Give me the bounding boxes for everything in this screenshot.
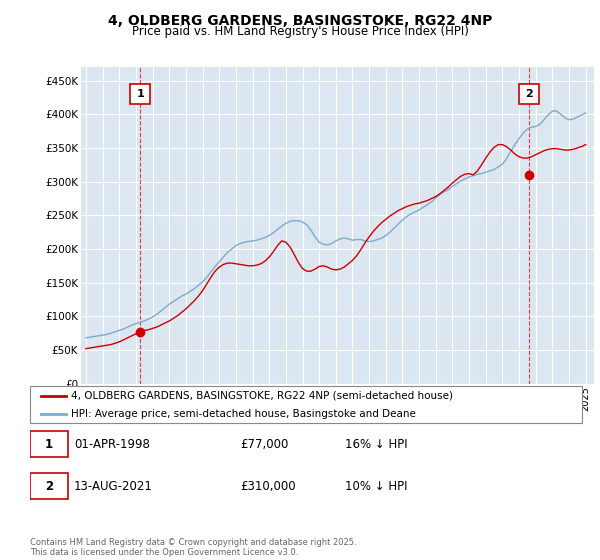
Text: 1: 1 xyxy=(136,89,144,99)
Text: 2: 2 xyxy=(45,479,53,493)
Text: £310,000: £310,000 xyxy=(240,479,295,493)
FancyBboxPatch shape xyxy=(30,431,68,457)
Text: 13-AUG-2021: 13-AUG-2021 xyxy=(74,479,153,493)
Text: Price paid vs. HM Land Registry's House Price Index (HPI): Price paid vs. HM Land Registry's House … xyxy=(131,25,469,38)
Text: 16% ↓ HPI: 16% ↓ HPI xyxy=(344,437,407,451)
Text: £77,000: £77,000 xyxy=(240,437,288,451)
Text: 01-APR-1998: 01-APR-1998 xyxy=(74,437,150,451)
Text: Contains HM Land Registry data © Crown copyright and database right 2025.
This d: Contains HM Land Registry data © Crown c… xyxy=(30,538,356,557)
FancyBboxPatch shape xyxy=(30,386,582,423)
Text: HPI: Average price, semi-detached house, Basingstoke and Deane: HPI: Average price, semi-detached house,… xyxy=(71,409,416,419)
Text: 4, OLDBERG GARDENS, BASINGSTOKE, RG22 4NP: 4, OLDBERG GARDENS, BASINGSTOKE, RG22 4N… xyxy=(108,14,492,28)
FancyBboxPatch shape xyxy=(30,473,68,498)
Text: 4, OLDBERG GARDENS, BASINGSTOKE, RG22 4NP (semi-detached house): 4, OLDBERG GARDENS, BASINGSTOKE, RG22 4N… xyxy=(71,390,454,400)
Text: 1: 1 xyxy=(45,437,53,451)
Text: 2: 2 xyxy=(526,89,533,99)
Text: 10% ↓ HPI: 10% ↓ HPI xyxy=(344,479,407,493)
